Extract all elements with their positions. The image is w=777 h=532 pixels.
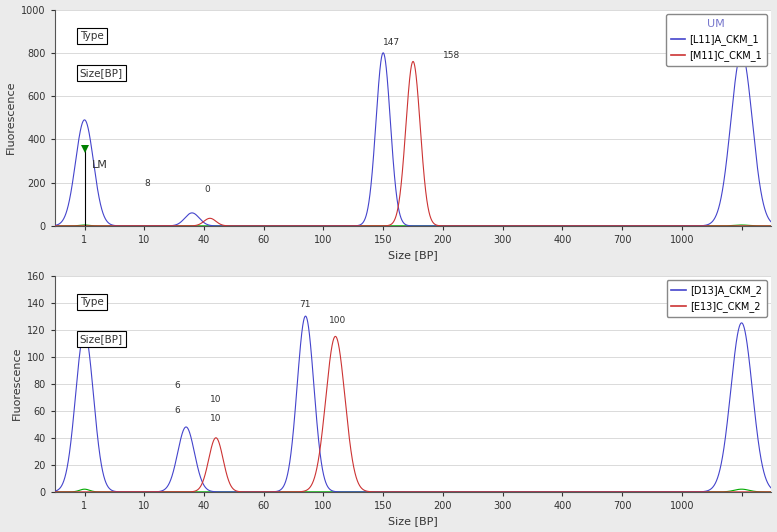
- Text: 71: 71: [300, 300, 311, 309]
- Text: 6: 6: [174, 381, 179, 390]
- Text: Type: Type: [80, 297, 103, 307]
- Text: 10: 10: [210, 395, 221, 404]
- Text: 100: 100: [329, 317, 347, 325]
- X-axis label: Size [BP]: Size [BP]: [388, 517, 438, 527]
- Text: 147: 147: [383, 38, 400, 47]
- Text: Size[BP]: Size[BP]: [80, 334, 123, 344]
- Text: 10: 10: [210, 414, 221, 423]
- Legend: [D13]A_CKM_2, [E13]C_CKM_2: [D13]A_CKM_2, [E13]C_CKM_2: [667, 280, 767, 317]
- Text: 0: 0: [204, 186, 210, 195]
- Text: 6: 6: [174, 406, 179, 415]
- Text: 158: 158: [443, 51, 460, 60]
- Y-axis label: Fluorescence: Fluorescence: [5, 81, 16, 154]
- Text: Size[BP]: Size[BP]: [80, 68, 123, 78]
- Y-axis label: Fluorescence: Fluorescence: [12, 347, 22, 420]
- Legend: [L11]A_CKM_1, [M11]C_CKM_1: [L11]A_CKM_1, [M11]C_CKM_1: [666, 14, 767, 65]
- Text: 8: 8: [145, 179, 150, 188]
- Text: Type: Type: [80, 31, 103, 41]
- Text: LM: LM: [92, 160, 107, 170]
- X-axis label: Size [BP]: Size [BP]: [388, 251, 438, 261]
